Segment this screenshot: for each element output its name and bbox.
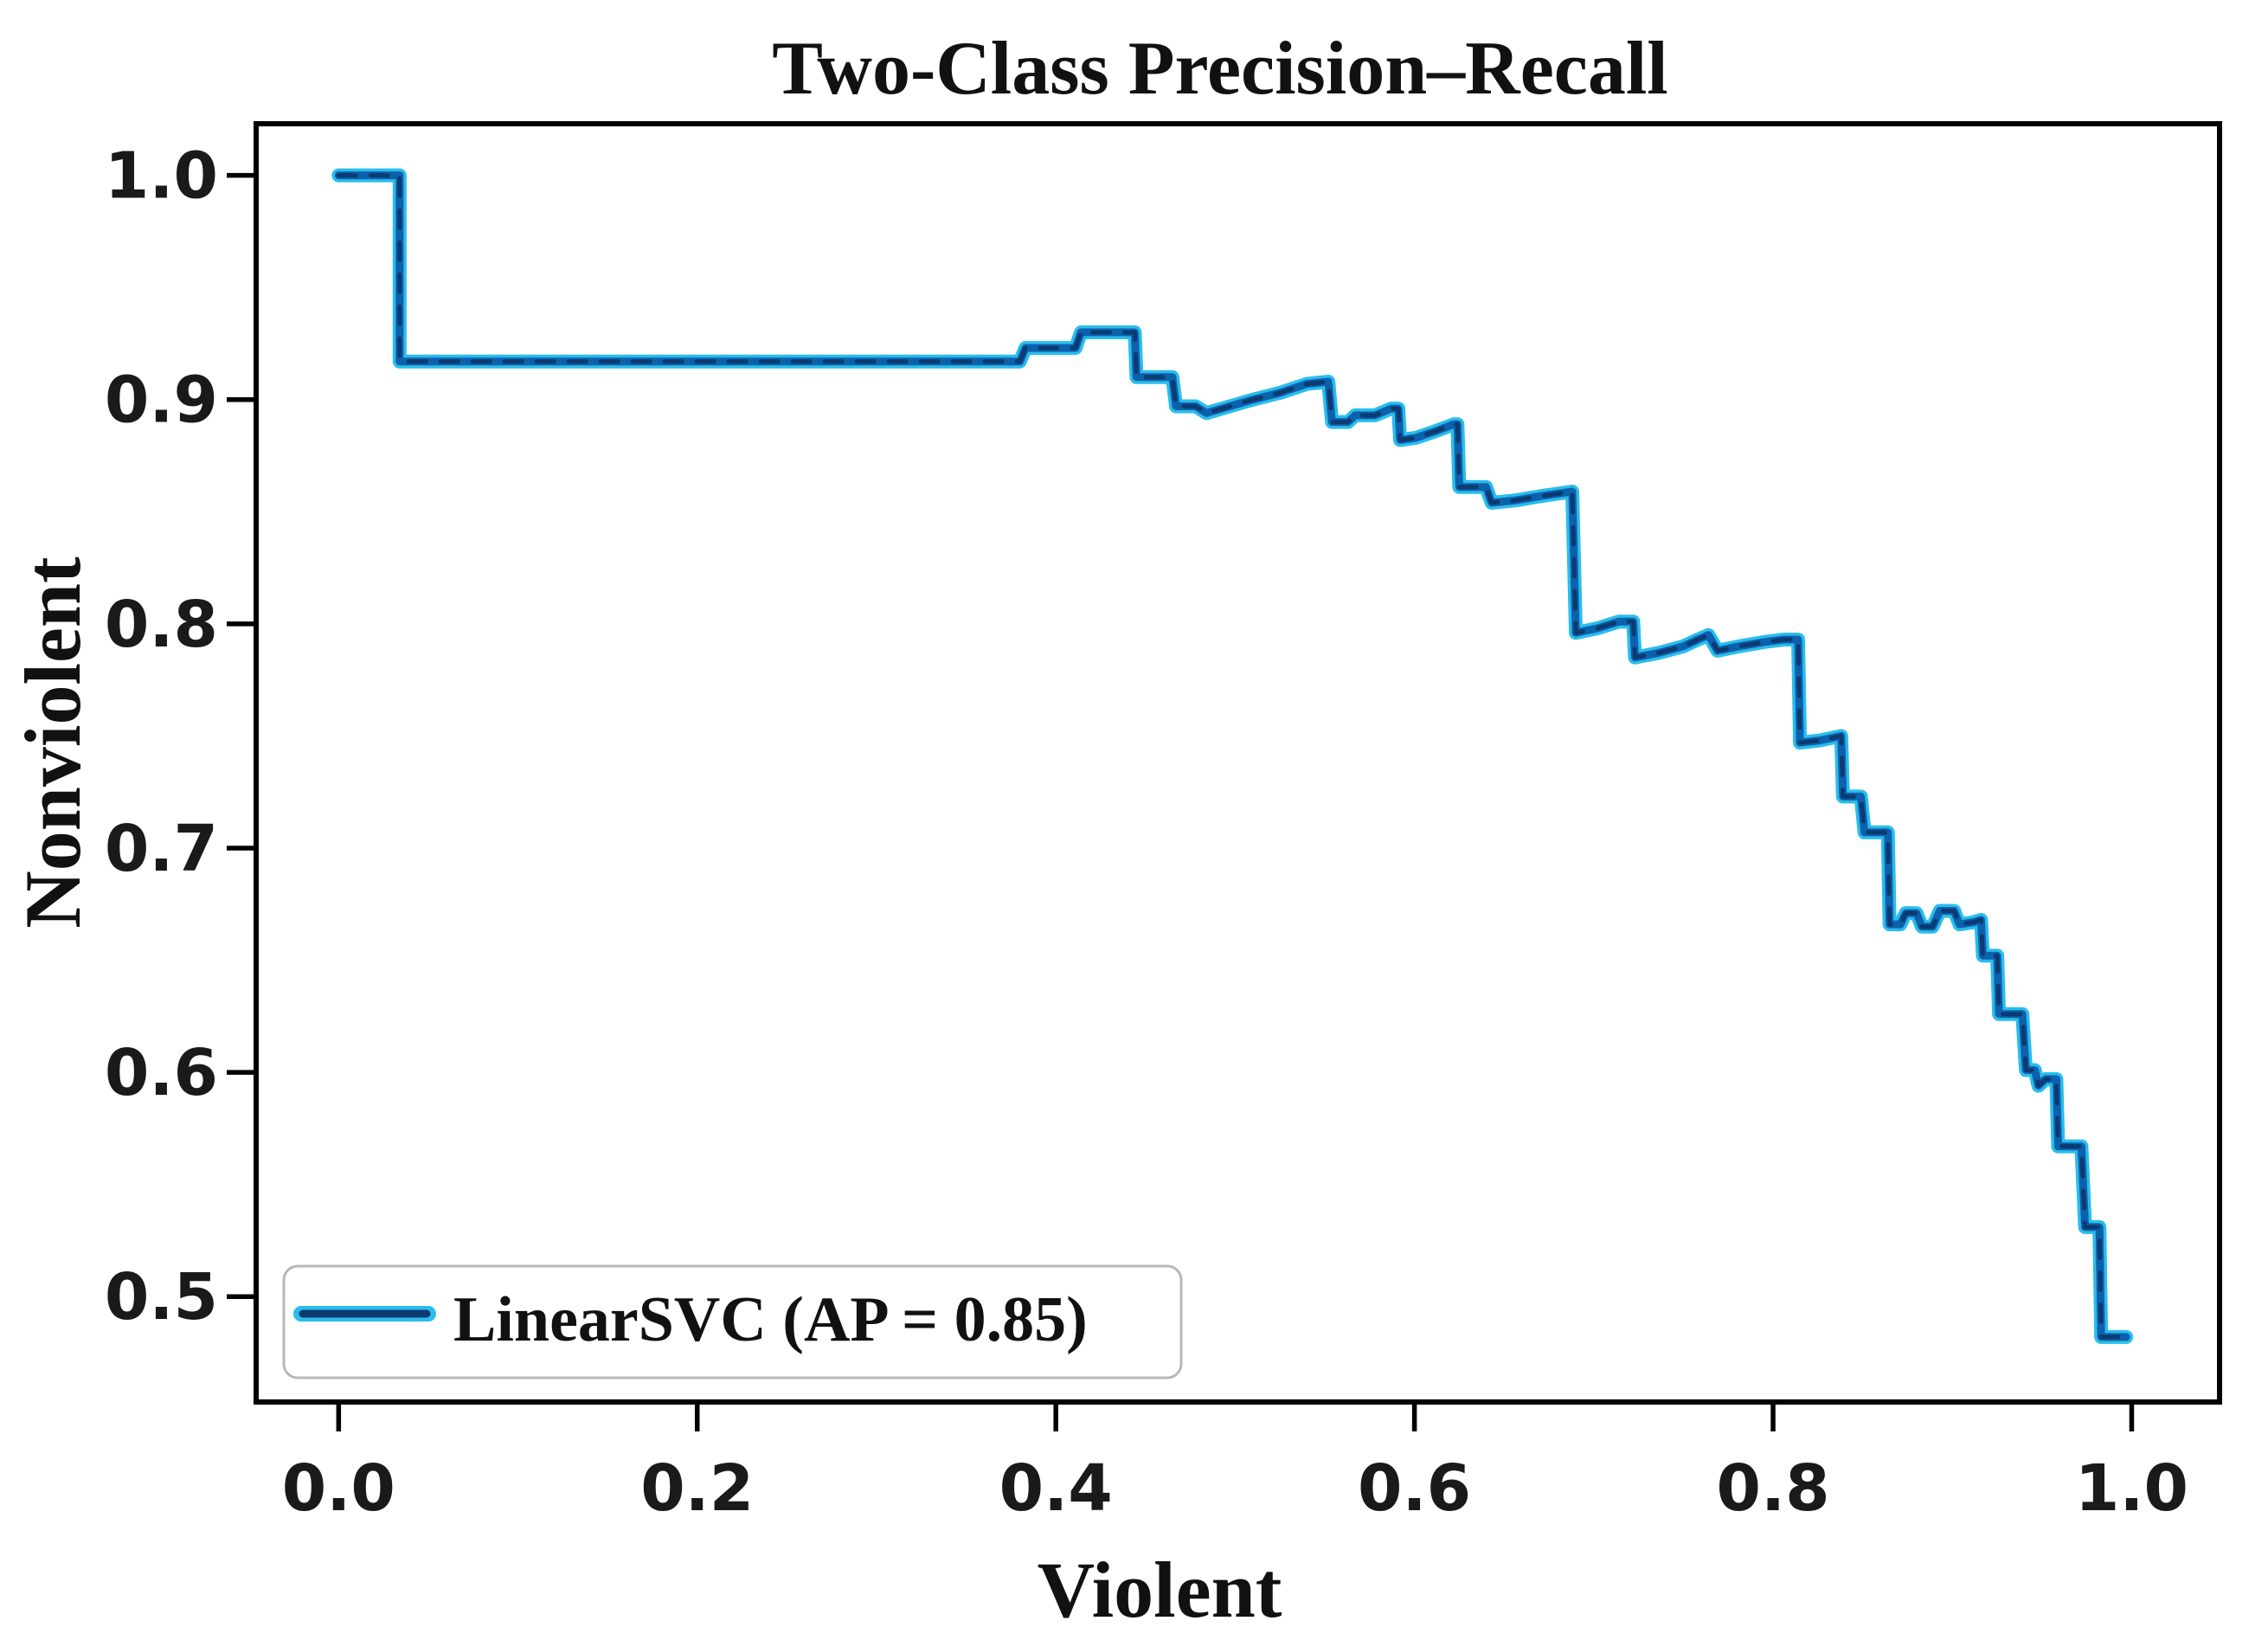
legend: LinearSVC (AP = 0.85) [282, 1264, 1183, 1380]
x-tick-label: 0.4 [999, 1451, 1113, 1526]
y-tick-label: 0.5 [105, 1260, 218, 1335]
pr-curve-series [331, 168, 2134, 1344]
y-axis-label: Nonviolent [9, 556, 97, 929]
chart-title: Two-Class Precision–Recall [772, 27, 1668, 111]
y-tick-label: 0.6 [105, 1036, 218, 1110]
x-tick-label: 1.0 [2075, 1451, 2188, 1526]
y-tick-label: 0.7 [105, 812, 218, 886]
x-tick-label: 0.8 [1716, 1451, 1829, 1526]
y-tick-label: 0.9 [105, 363, 218, 438]
x-tick-label: 0.6 [1358, 1451, 1471, 1526]
x-axis-label: Violent [1038, 1546, 1282, 1634]
x-tick-label: 0.2 [640, 1451, 754, 1526]
legend-label: LinearSVC (AP = 0.85) [453, 1284, 1088, 1355]
y-axis-ticks: 0.5 0.6 0.7 0.8 0.9 1.0 [105, 139, 256, 1335]
pr-curve-dashed-overlay [336, 173, 2129, 1340]
y-tick-label: 0.8 [105, 588, 218, 662]
plot-frame [254, 121, 2222, 1405]
y-tick-label: 1.0 [105, 139, 218, 214]
legend-box [282, 1264, 1183, 1380]
x-tick-label: 0.0 [282, 1451, 395, 1526]
x-axis-ticks: 0.0 0.2 0.4 0.6 0.8 1.0 [282, 1402, 2188, 1526]
